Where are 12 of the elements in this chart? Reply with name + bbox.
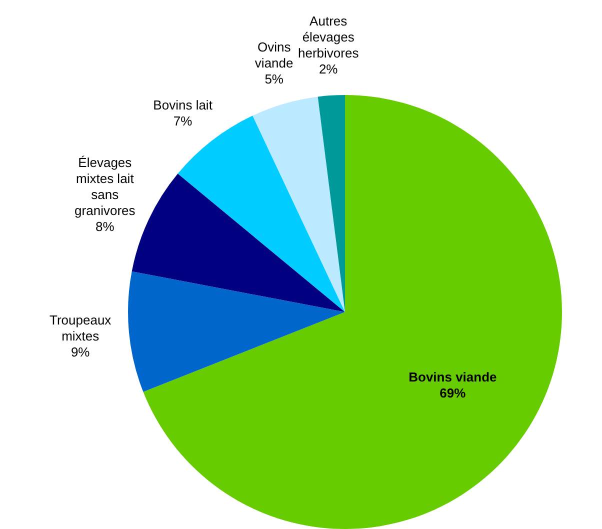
slice-label: Troupeaux mixtes [50, 312, 112, 344]
data-label: 9% [70, 344, 90, 360]
data-label: 7% [173, 114, 193, 129]
slice-label: Ovins viande [254, 39, 294, 70]
slice-label: Autres élevages herbivores [298, 14, 360, 61]
data-label: 69% [440, 385, 466, 400]
data-label: 5% [264, 71, 284, 86]
data-label: 8% [96, 218, 115, 234]
data-label: 2% [318, 62, 338, 77]
slice-label: Bovins viande [408, 369, 497, 384]
slice-label: Élevages mixtes lait sans granivores [74, 154, 136, 218]
slice-label: Bovins lait [153, 98, 213, 113]
